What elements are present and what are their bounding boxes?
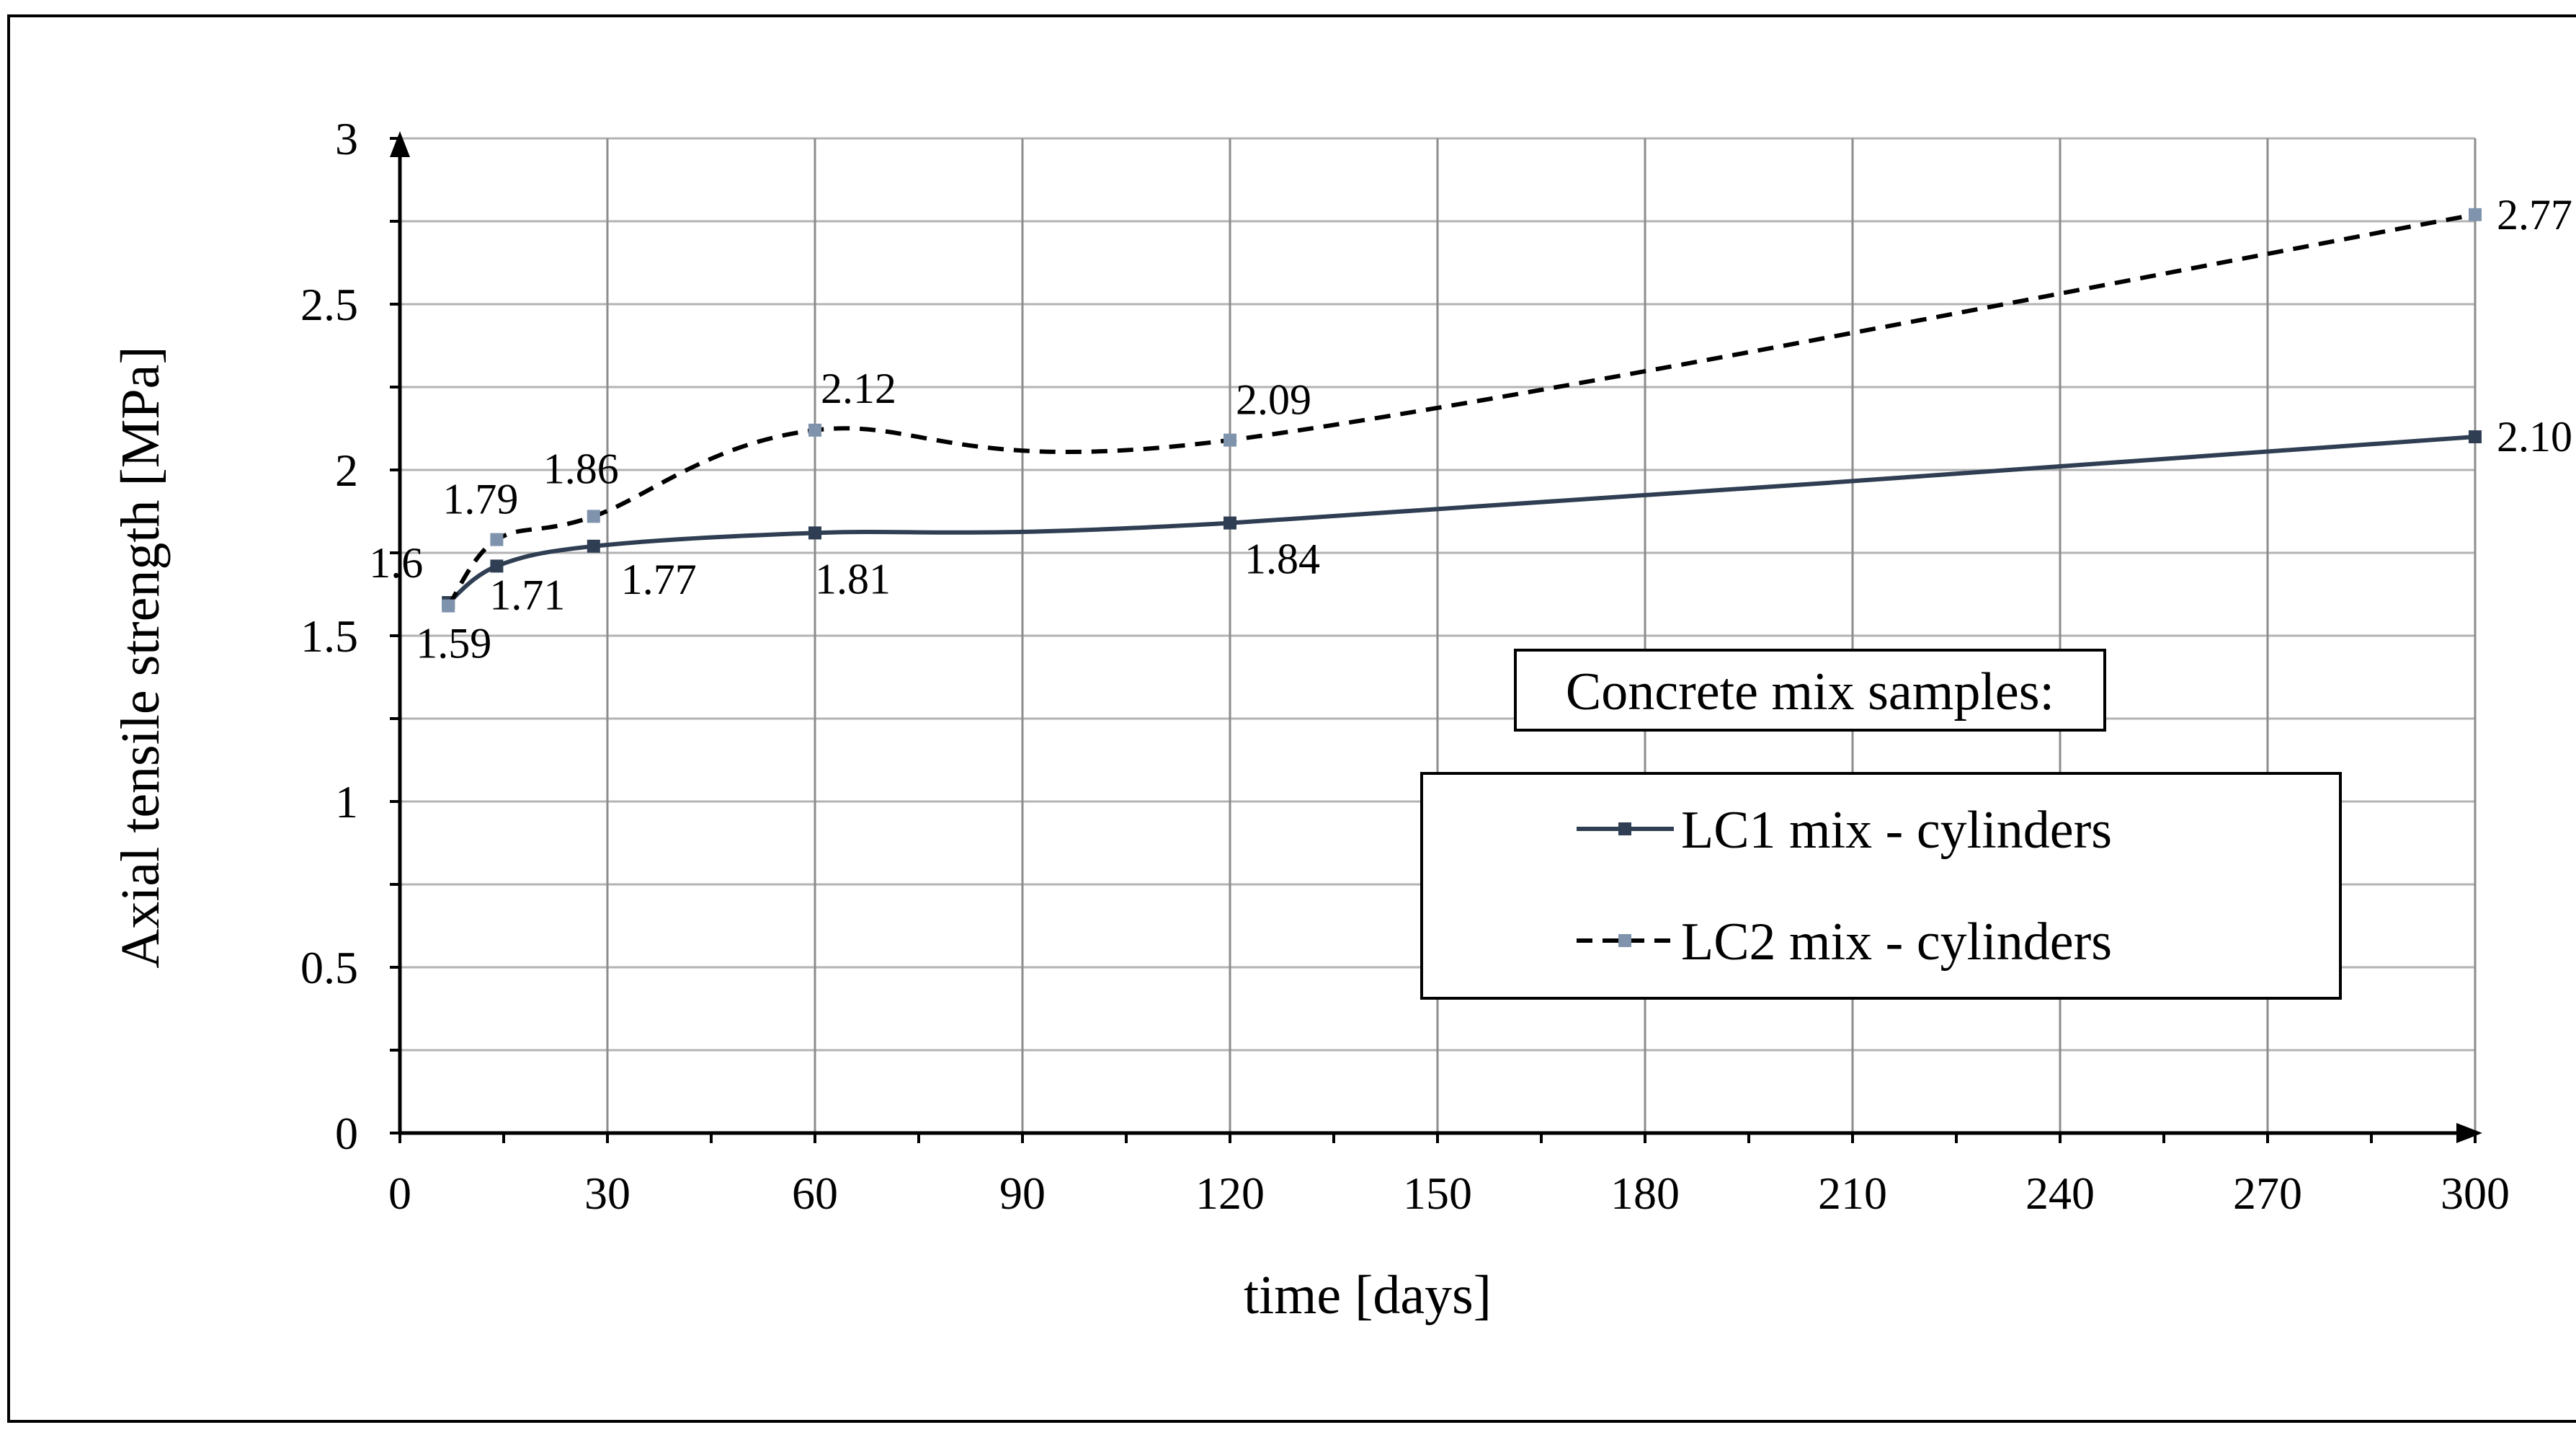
series-lc1-line — [447, 435, 2476, 605]
legend-entry-lc2: LC2 mix - cylinders — [1577, 912, 2112, 972]
y-axis-arrow — [390, 131, 410, 157]
lc1-data-label: 2.10 — [2497, 413, 2572, 461]
x-tick-label: 0 — [388, 1168, 411, 1219]
lc1-data-point — [587, 539, 600, 553]
y-tick-label: 2.5 — [300, 279, 358, 330]
lc1-data-label: 1.6 — [369, 539, 423, 587]
x-axis-title: time [days] — [1244, 1265, 1492, 1325]
y-tick-label: 0 — [335, 1108, 358, 1159]
lc2-data-point — [2469, 208, 2482, 221]
legend-box — [1420, 772, 2342, 1000]
x-axis-arrow — [2456, 1123, 2482, 1143]
legend-marker-swatch — [1618, 822, 1631, 835]
y-axis-title: Axial tensile strength [MPa] — [110, 346, 171, 968]
series-layer — [442, 208, 2482, 613]
x-tick-label: 90 — [999, 1168, 1046, 1219]
x-tick-label: 30 — [584, 1168, 630, 1219]
lc2-data-point — [808, 423, 821, 437]
y-tick-label: 0.5 — [300, 942, 358, 993]
x-tick-label: 180 — [1610, 1168, 1680, 1219]
legend-entries: LC1 mix - cylinders LC2 mix - cylinders — [1577, 801, 2112, 972]
legend-label: LC1 mix - cylinders — [1681, 801, 2112, 860]
x-tick-label: 210 — [1818, 1168, 1887, 1219]
lc2-data-point — [1224, 433, 1236, 447]
y-tick-label: 2 — [335, 445, 358, 496]
lc1-data-label: 1.71 — [489, 571, 565, 618]
lc2-data-point — [587, 510, 600, 523]
lc2-data-label: 1.86 — [543, 445, 619, 492]
lc1-data-point — [808, 526, 821, 540]
legend-label: LC2 mix - cylinders — [1681, 912, 2112, 972]
lc2-data-point — [442, 599, 455, 613]
legend-entry-lc1: LC1 mix - cylinders — [1577, 801, 2112, 860]
lc2-data-label: 2.12 — [821, 365, 896, 412]
legend-title: Concrete mix samples: — [1566, 662, 2054, 721]
lc2-data-label: 2.09 — [1236, 376, 1311, 424]
legend-marker-swatch — [1618, 934, 1631, 947]
lc2-data-label: 1.59 — [416, 620, 491, 667]
y-tick-label: 1 — [335, 776, 358, 827]
series-lc2-line — [446, 212, 2476, 608]
x-tick-label: 270 — [2233, 1168, 2302, 1219]
lc2-data-point — [490, 533, 504, 546]
x-tick-label: 240 — [2025, 1168, 2095, 1219]
axes-layer: 00.511.522.530 30 60 90 120 150 180 210 240 270 30… — [300, 113, 2510, 1219]
x-tick-label: 150 — [1403, 1168, 1472, 1219]
x-tick-label: 300 — [2441, 1168, 2510, 1219]
x-tick-label: 120 — [1195, 1168, 1265, 1219]
lc1-data-label: 1.81 — [815, 555, 891, 603]
lc1-data-label: 1.84 — [1244, 536, 1320, 583]
lc1-data-point — [1224, 516, 1236, 530]
lc1-data-point — [490, 559, 504, 573]
y-tick-label: 3 — [335, 113, 358, 164]
legend-title-box — [1514, 649, 2106, 732]
lc1-data-point — [2469, 430, 2482, 443]
legend: Concrete mix samples: LC1 mix - cylinder… — [1420, 649, 2342, 1000]
x-tick-label: 60 — [792, 1168, 838, 1219]
y-tick-label: 1.5 — [300, 610, 358, 662]
lc2-data-label: 1.79 — [442, 476, 518, 523]
labels-layer: 1.6 1.71 1.77 1.81 1.84 2.10 1.59 1.79 1.86 2.12 2… — [369, 191, 2572, 667]
lc2-data-label: 2.77 — [2497, 191, 2572, 239]
lc1-data-label: 1.77 — [621, 556, 697, 603]
